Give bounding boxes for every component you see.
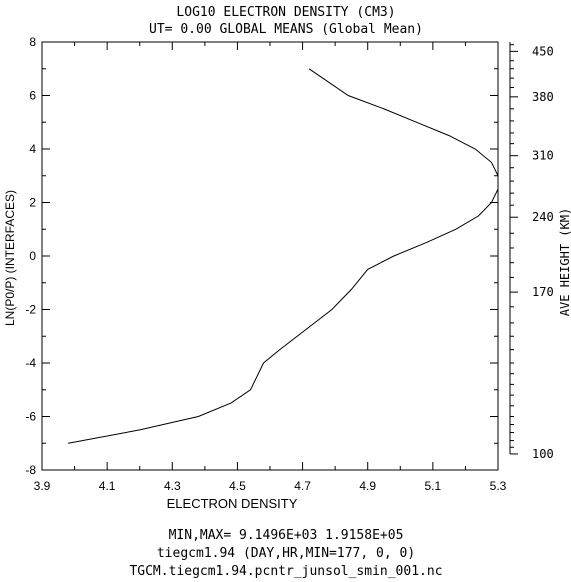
y-axis-label: LN(P0/P) (INTERFACES) <box>3 190 17 326</box>
x-tick-label: 4.9 <box>359 479 376 493</box>
x-axis: 3.9 4.1 4.3 4.5 4.7 4.9 5.1 5.3 <box>34 42 507 493</box>
y-tick-label: -2 <box>25 303 36 317</box>
y2-tick-label: 450 <box>532 44 554 58</box>
x-tick-label: 3.9 <box>34 479 51 493</box>
y-tick-label: 6 <box>29 89 36 103</box>
y-tick-label: 8 <box>29 35 36 49</box>
y-tick-label: 0 <box>29 249 36 263</box>
x-tick-label: 5.1 <box>425 479 442 493</box>
right-height-axis: 450 380 310 240 170 100 <box>509 42 554 461</box>
chart-subtitle: UT= 0.00 GLOBAL MEANS (Global Mean) <box>149 22 423 37</box>
footer-minmax: MIN,MAX= 9.1496E+03 1.9158E+05 <box>169 528 404 543</box>
x-axis-label: ELECTRON DENSITY <box>167 496 298 511</box>
y2-tick-label: 380 <box>532 90 554 104</box>
plot-frame <box>41 41 499 471</box>
y-tick-label: -4 <box>25 356 36 370</box>
y-tick-label: -6 <box>25 410 36 424</box>
y2-tick-label: 170 <box>532 285 554 299</box>
footer-file: TGCM.tiegcm1.94.pcntr_junsol_smin_001.nc <box>129 564 442 579</box>
y-tick-label: 4 <box>29 142 36 156</box>
x-tick-label: 4.7 <box>294 479 311 493</box>
chart-title: LOG10 ELECTRON DENSITY (CM3) <box>176 5 395 20</box>
x-tick-label: 5.3 <box>490 479 507 493</box>
y2-axis-label: AVE HEIGHT (KM) <box>558 208 571 316</box>
x-tick-label: 4.3 <box>164 479 181 493</box>
x-tick-label: 4.1 <box>99 479 116 493</box>
y-tick-label: 2 <box>29 196 36 210</box>
y2-tick-label: 100 <box>532 447 554 461</box>
x-tick-label: 4.5 <box>229 479 246 493</box>
footer-model: tiegcm1.94 (DAY,HR,MIN=177, 0, 0) <box>157 546 415 561</box>
y-tick-label: -8 <box>25 463 36 477</box>
y-axis: 8 6 4 2 0 -2 -4 -6 -8 <box>25 35 498 477</box>
y2-tick-label: 310 <box>532 149 554 163</box>
electron-density-line <box>68 68 499 444</box>
y2-tick-label: 240 <box>532 210 554 224</box>
